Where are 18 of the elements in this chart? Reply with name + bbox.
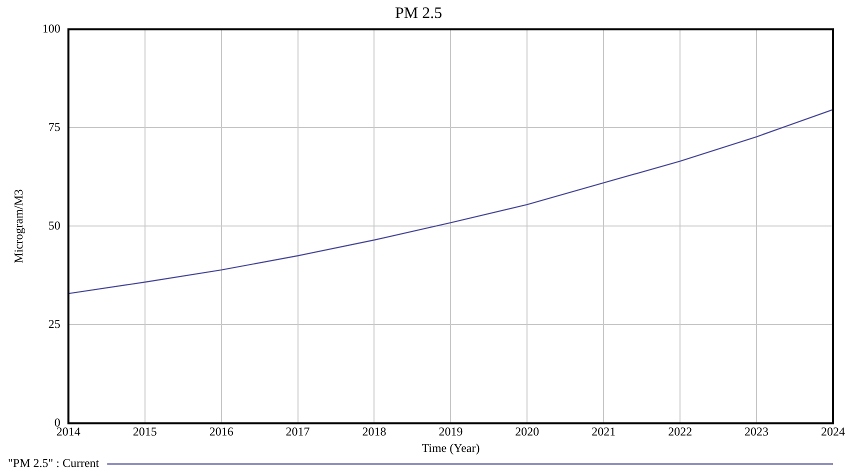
x-axis-title: Time (Year)	[422, 440, 480, 455]
x-tick-label: 2024	[821, 424, 845, 439]
x-tick-label: 2017	[286, 424, 310, 439]
y-tick-label: 100	[42, 21, 60, 36]
y-tick-label: 50	[48, 218, 60, 232]
x-tick-label: 2023	[744, 424, 769, 439]
x-tick-label: 2020	[515, 424, 540, 439]
y-tick-label: 25	[48, 316, 60, 331]
y-axis-title: Microgram/M3	[11, 189, 26, 264]
x-tick-label: 2015	[132, 424, 157, 439]
x-tick-label: 2019	[438, 424, 463, 439]
x-tick-label: 2021	[592, 424, 616, 439]
y-tick-label: 75	[48, 120, 60, 134]
x-tick-label: 2016	[209, 424, 234, 439]
x-tick-label: 2018	[362, 424, 386, 439]
chart-title: PM 2.5	[394, 4, 442, 22]
x-tick-label: 2022	[668, 424, 692, 439]
text: "PM 2.5" : Current	[8, 456, 100, 470]
